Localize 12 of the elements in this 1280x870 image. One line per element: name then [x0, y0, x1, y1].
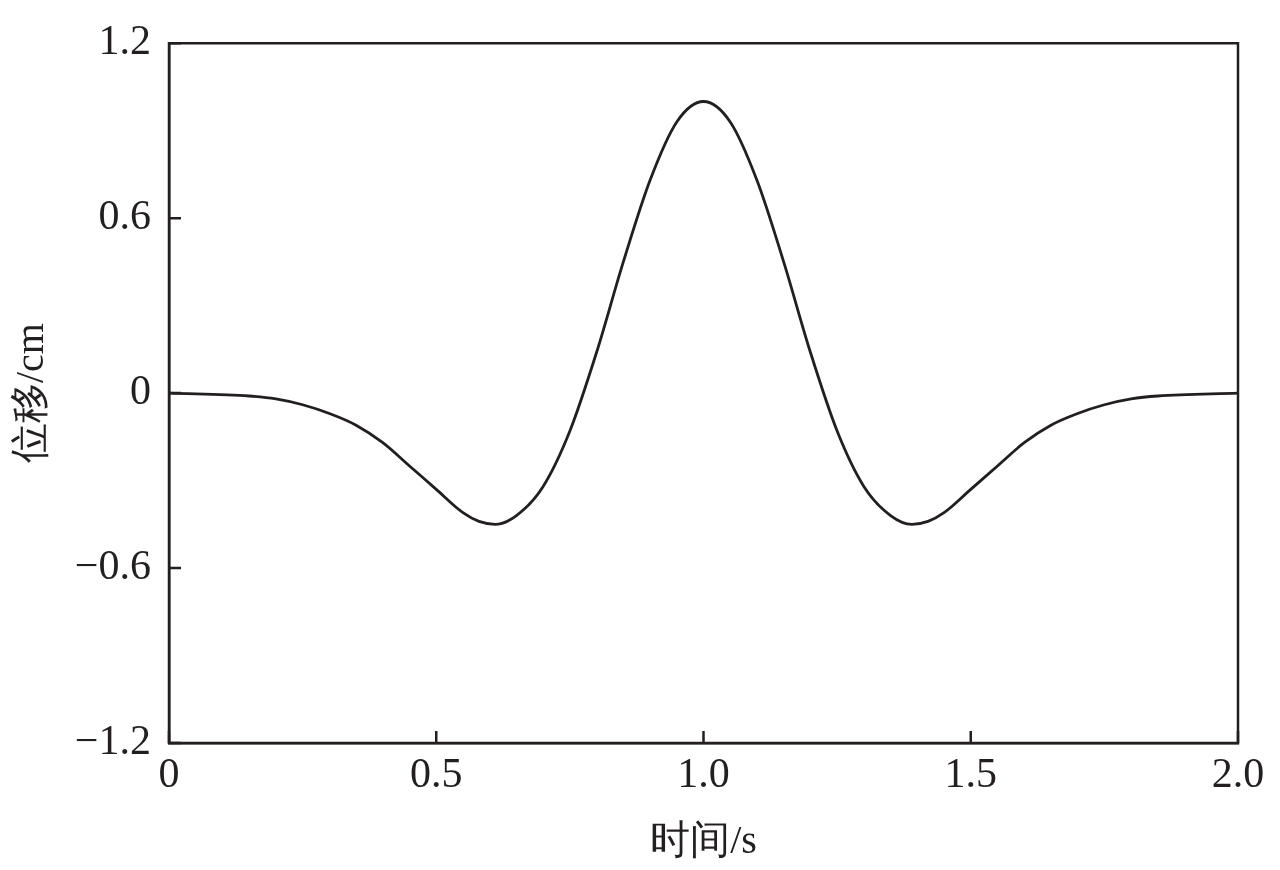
- x-tick-label: 2.0: [1211, 750, 1265, 797]
- y-tick-label: −0.6: [74, 542, 151, 589]
- y-tick-label: −1.2: [74, 717, 151, 764]
- y-tick-label: 0.6: [98, 192, 151, 239]
- x-tick-label: 0: [158, 750, 180, 797]
- y-tick-label: 0: [130, 367, 151, 414]
- y-tick-label: 1.2: [98, 17, 151, 64]
- y-axis-title: 位移/cm: [6, 323, 52, 464]
- x-tick-label: 1.0: [677, 750, 730, 797]
- x-tick-label: 1.5: [944, 750, 997, 797]
- x-axis-title: 时间/s: [650, 816, 757, 862]
- x-tick-label: 0.5: [410, 750, 463, 797]
